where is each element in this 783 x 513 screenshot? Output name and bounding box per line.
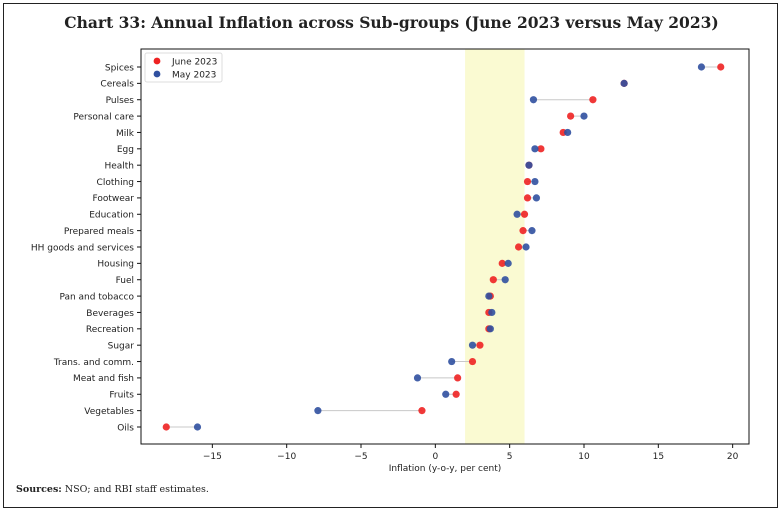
x-tick-label: −5 <box>354 452 367 462</box>
dot-june-2023 <box>468 357 477 366</box>
dot-june-2023 <box>476 341 484 349</box>
y-tick-label: Sugar <box>108 341 135 351</box>
dot-may-2023 <box>193 423 202 431</box>
y-tick-label: Recreation <box>86 325 134 335</box>
sources-text: NSO; and RBI staff estimates. <box>61 484 209 495</box>
x-tick-label: 15 <box>653 452 664 462</box>
dot-june-2023 <box>162 423 170 431</box>
dot-may-2023 <box>532 194 541 202</box>
dot-may-2023 <box>513 210 521 218</box>
dot-june-2023 <box>523 194 532 202</box>
y-tick-label: Education <box>89 211 134 221</box>
dot-may-2023 <box>620 79 628 87</box>
y-tick-label: Fruits <box>109 391 134 401</box>
dot-june-2023 <box>498 259 506 267</box>
y-tick-label: Egg <box>117 145 134 155</box>
chart-title: Chart 33: Annual Inflation across Sub-gr… <box>64 13 719 32</box>
chart-frame <box>3 3 778 508</box>
plot-area <box>140 48 750 445</box>
y-tick-label: Fuel <box>116 276 134 286</box>
dot-may-2023 <box>531 145 539 153</box>
dot-may-2023 <box>501 276 509 284</box>
y-tick-label: Trans. and comm. <box>53 358 134 368</box>
y-tick-label: Beverages <box>86 309 134 319</box>
dot-may-2023 <box>525 161 533 169</box>
x-tick-label: 20 <box>727 452 739 462</box>
dot-may-2023 <box>486 325 494 333</box>
y-tick-label: Housing <box>97 260 134 270</box>
legend-box <box>144 52 223 83</box>
legend-marker-june <box>153 57 161 65</box>
dot-june-2023 <box>537 145 545 153</box>
y-tick-label: Oils <box>117 423 134 433</box>
dot-may-2023 <box>314 407 322 415</box>
y-tick-label: Vegetables <box>84 407 134 417</box>
dot-may-2023 <box>448 357 456 366</box>
dot-may-2023 <box>488 308 496 317</box>
y-tick-label: Footwear <box>92 194 134 204</box>
target-band <box>465 49 525 444</box>
y-tick-label: Spices <box>105 63 134 73</box>
y-tick-label: Health <box>104 161 134 171</box>
dot-may-2023 <box>531 177 539 186</box>
dot-june-2023 <box>514 243 523 251</box>
dot-june-2023 <box>519 227 527 235</box>
dot-may-2023 <box>522 243 530 251</box>
y-tick-label: Personal care <box>73 112 134 122</box>
legend: June 2023 May 2023 <box>144 52 223 83</box>
y-tick-label: HH goods and services <box>31 243 134 253</box>
y-tick-label: Clothing <box>97 178 134 188</box>
x-tick-label: −15 <box>203 452 222 462</box>
dot-june-2023 <box>520 210 529 218</box>
x-tick-label: 10 <box>578 452 590 462</box>
sources-note: Sources: NSO; and RBI staff estimates. <box>16 484 209 495</box>
dot-may-2023 <box>697 63 706 71</box>
y-tick-label: Cereals <box>100 80 134 90</box>
x-tick-label: 5 <box>507 452 513 462</box>
sources-label: Sources: <box>16 484 62 495</box>
x-tick-label: −10 <box>277 452 296 462</box>
dot-june-2023 <box>523 177 532 186</box>
dot-may-2023 <box>529 96 538 104</box>
y-tick-label: Pan and tobacco <box>59 292 134 302</box>
dot-june-2023 <box>489 276 497 284</box>
legend-label: May 2023 <box>172 70 216 80</box>
dot-may-2023 <box>413 374 422 382</box>
dot-may-2023 <box>580 112 588 120</box>
y-tick-label: Prepared meals <box>64 227 134 237</box>
dot-june-2023 <box>454 374 462 382</box>
dot-may-2023 <box>485 292 493 300</box>
dot-may-2023 <box>564 128 572 137</box>
dot-june-2023 <box>418 407 426 415</box>
legend-marker-may <box>153 70 161 78</box>
dot-june-2023 <box>717 63 725 71</box>
dot-may-2023 <box>504 259 512 267</box>
legend-label: June 2023 <box>171 57 217 67</box>
x-axis-label: Inflation (y-o-y, per cent) <box>389 464 502 474</box>
dot-june-2023 <box>567 112 575 120</box>
dot-may-2023 <box>528 227 536 235</box>
dot-june-2023 <box>452 390 460 398</box>
y-tick-label: Meat and fish <box>73 374 134 384</box>
dot-may-2023 <box>468 341 477 349</box>
y-tick-label: Milk <box>116 129 135 139</box>
dot-may-2023 <box>442 390 450 398</box>
dot-june-2023 <box>589 96 597 104</box>
x-tick-label: 0 <box>432 452 438 462</box>
y-tick-label: Pulses <box>106 96 135 106</box>
